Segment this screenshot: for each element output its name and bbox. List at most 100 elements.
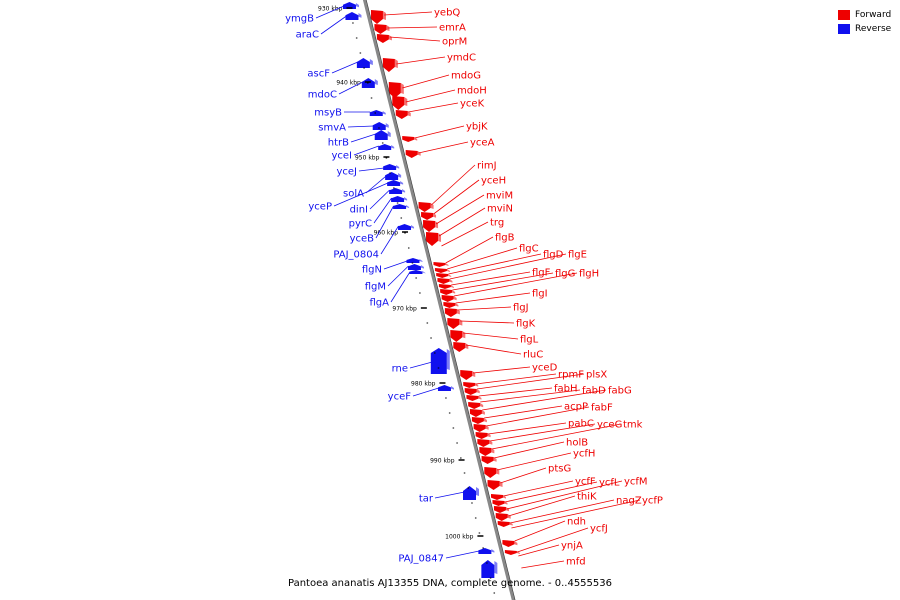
gene-body bbox=[484, 467, 497, 478]
forward-gene-label: ynjA bbox=[561, 541, 583, 552]
gene-side bbox=[358, 13, 362, 18]
gene-side bbox=[382, 111, 386, 115]
gene-side bbox=[459, 319, 463, 326]
gene-body bbox=[378, 144, 392, 150]
gene-side bbox=[496, 468, 500, 475]
forward-gene-block bbox=[475, 432, 491, 439]
legend-forward: Forward bbox=[838, 8, 891, 22]
forward-gene-block bbox=[374, 24, 390, 34]
gene-side bbox=[494, 561, 498, 574]
reverse-gene-label: pyrC bbox=[349, 219, 372, 230]
gene-body bbox=[406, 258, 420, 263]
forward-gene-block bbox=[376, 34, 392, 43]
gene-side bbox=[507, 514, 511, 519]
forward-gene-block bbox=[450, 330, 466, 342]
forward-gene-label: flgB bbox=[495, 233, 515, 244]
forward-gene-block bbox=[421, 212, 437, 220]
forward-gene-block bbox=[402, 136, 418, 142]
reverse-swatch bbox=[838, 24, 850, 34]
leader-line bbox=[396, 56, 446, 65]
forward-gene-label: fabD bbox=[582, 386, 606, 397]
reverse-gene-label: yceP bbox=[308, 202, 332, 213]
gene-side bbox=[435, 221, 439, 229]
forward-gene-block bbox=[434, 268, 450, 273]
leader-line bbox=[510, 499, 615, 524]
gene-body bbox=[434, 268, 447, 273]
forward-gene-label: flgF bbox=[532, 268, 551, 279]
gene-side bbox=[476, 389, 480, 394]
leader-line bbox=[333, 182, 389, 207]
reverse-gene-label: ascF bbox=[307, 69, 330, 80]
gene-body bbox=[433, 262, 446, 267]
leader-line bbox=[433, 179, 480, 215]
gene-body bbox=[453, 342, 466, 352]
reverse-gene-block bbox=[345, 12, 362, 20]
gene-body bbox=[370, 10, 383, 24]
forward-gene-label: yceK bbox=[460, 99, 485, 110]
leader-line bbox=[338, 81, 363, 95]
gene-body bbox=[495, 513, 508, 521]
leader-line bbox=[431, 164, 476, 206]
gene-body bbox=[389, 188, 403, 194]
leader-line bbox=[434, 491, 465, 499]
forward-gene-label: fabH bbox=[554, 384, 578, 395]
forward-gene-block bbox=[497, 521, 513, 527]
leader-line bbox=[384, 11, 433, 16]
forward-gene-label: acpP bbox=[564, 402, 588, 413]
leader-line bbox=[514, 520, 566, 542]
gene-side bbox=[400, 83, 404, 94]
gene-body bbox=[497, 521, 510, 527]
leader-line bbox=[358, 167, 385, 172]
reverse-gene-label: yceI bbox=[331, 151, 352, 162]
leader-line bbox=[451, 271, 531, 286]
forward-gene-label: mfd bbox=[566, 557, 586, 568]
forward-gene-label: yceH bbox=[481, 176, 506, 187]
reverse-gene-block bbox=[385, 172, 402, 180]
reverse-gene-label: htrB bbox=[328, 138, 349, 149]
leader-line bbox=[493, 441, 565, 459]
leader-line bbox=[465, 344, 522, 355]
leader-line bbox=[383, 260, 408, 270]
forward-gene-label: emrA bbox=[439, 23, 466, 34]
forward-gene-label: ybjK bbox=[466, 122, 488, 133]
leader-line bbox=[503, 480, 574, 497]
reverse-gene-label: yceF bbox=[388, 392, 412, 403]
gene-side bbox=[452, 290, 456, 294]
gene-body bbox=[477, 439, 490, 447]
forward-gene-block bbox=[492, 500, 508, 506]
gene-side bbox=[445, 263, 449, 266]
reverse-gene-block bbox=[361, 78, 378, 88]
forward-gene-block bbox=[441, 295, 457, 302]
axis-tick-label: 1000 kbp bbox=[445, 534, 473, 541]
gene-body bbox=[473, 424, 486, 432]
forward-gene-label: ycfJ bbox=[590, 524, 608, 535]
forward-gene-label: trg bbox=[490, 218, 504, 229]
gene-side bbox=[453, 296, 457, 301]
gene-body bbox=[383, 164, 397, 170]
forward-gene-label: plsX bbox=[586, 370, 607, 381]
gene-side bbox=[446, 269, 450, 272]
gene-body bbox=[423, 220, 436, 232]
forward-gene-block bbox=[395, 110, 411, 119]
axis-tick-label: 930 kbp bbox=[318, 6, 343, 13]
gene-body bbox=[441, 295, 454, 302]
reverse-gene-block bbox=[389, 188, 406, 194]
forward-gene-label: thiK bbox=[577, 492, 597, 503]
gene-side bbox=[388, 35, 392, 41]
forward-gene-label: mviM bbox=[486, 191, 513, 202]
reverse-gene-label: flgN bbox=[362, 265, 382, 276]
leader-line bbox=[387, 265, 409, 287]
gene-body bbox=[374, 24, 387, 34]
forward-gene-label: flgI bbox=[532, 289, 548, 300]
leader-line bbox=[457, 306, 512, 311]
leader-line bbox=[508, 495, 576, 517]
forward-gene-block bbox=[392, 96, 408, 110]
leader-line bbox=[448, 253, 542, 275]
forward-gene-block bbox=[464, 388, 480, 395]
gene-side bbox=[514, 541, 518, 546]
leader-line bbox=[414, 125, 465, 139]
gene-body bbox=[443, 302, 456, 308]
forward-gene-block bbox=[468, 402, 484, 409]
gene-body bbox=[438, 284, 451, 289]
leader-line bbox=[350, 133, 376, 143]
